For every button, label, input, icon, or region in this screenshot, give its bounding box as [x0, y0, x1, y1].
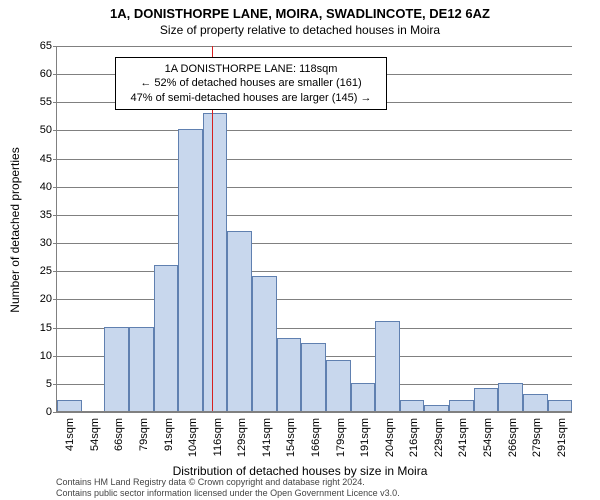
y-tick: 55 [12, 96, 52, 108]
y-tick: 20 [12, 293, 52, 305]
bar [375, 321, 400, 411]
y-tick: 50 [12, 124, 52, 136]
info-box: 1A DONISTHORPE LANE: 118sqm ← 52% of det… [115, 57, 387, 110]
bar [548, 400, 573, 411]
x-tick: 54sqm [89, 418, 101, 451]
x-tick: 79sqm [138, 418, 150, 451]
x-tick: 66sqm [113, 418, 125, 451]
bar [424, 405, 449, 411]
x-tick: 279sqm [531, 418, 543, 457]
x-tick: 91sqm [163, 418, 175, 451]
x-tick: 204sqm [384, 418, 396, 457]
bar [351, 383, 376, 411]
bar [277, 338, 302, 411]
info-line-2: ← 52% of detached houses are smaller (16… [122, 76, 380, 90]
y-axis-label: Number of detached properties [8, 147, 22, 312]
chart-subtitle: Size of property relative to detached ho… [0, 21, 600, 37]
bar [57, 400, 82, 411]
x-tick: 129sqm [236, 418, 248, 457]
copyright-line-2: Contains public sector information licen… [56, 488, 400, 499]
y-tick: 0 [12, 406, 52, 418]
copyright-line-1: Contains HM Land Registry data © Crown c… [56, 477, 400, 488]
bar [523, 394, 548, 411]
bar [104, 327, 129, 411]
bar [498, 383, 523, 411]
bar [178, 129, 203, 411]
x-tick: 229sqm [433, 418, 445, 457]
x-tick: 141sqm [261, 418, 273, 457]
y-tick: 15 [12, 322, 52, 334]
info-line-1: 1A DONISTHORPE LANE: 118sqm [122, 62, 380, 76]
x-tick: 254sqm [482, 418, 494, 457]
y-tick: 30 [12, 237, 52, 249]
chart-title: 1A, DONISTHORPE LANE, MOIRA, SWADLINCOTE… [0, 0, 600, 21]
y-tick: 5 [12, 378, 52, 390]
gridline [57, 412, 572, 413]
bar [400, 400, 425, 411]
x-tick: 41sqm [64, 418, 76, 451]
bar [154, 265, 179, 411]
bar [449, 400, 474, 411]
x-tick: 179sqm [335, 418, 347, 457]
bar [203, 113, 228, 411]
bar [474, 388, 499, 411]
bar [326, 360, 351, 411]
y-tick: 60 [12, 68, 52, 80]
y-tick: 10 [12, 350, 52, 362]
x-tick: 104sqm [187, 418, 199, 457]
copyright-notice: Contains HM Land Registry data © Crown c… [56, 477, 400, 499]
y-tick: 35 [12, 209, 52, 221]
info-line-3: 47% of semi-detached houses are larger (… [122, 91, 380, 105]
x-tick: 154sqm [285, 418, 297, 457]
bar [227, 231, 252, 411]
y-tick: 40 [12, 181, 52, 193]
x-tick: 266sqm [507, 418, 519, 457]
chart-container: 1A, DONISTHORPE LANE, MOIRA, SWADLINCOTE… [0, 0, 600, 500]
x-tick: 241sqm [457, 418, 469, 457]
x-tick: 166sqm [310, 418, 322, 457]
y-tick: 45 [12, 153, 52, 165]
x-tick: 116sqm [212, 418, 224, 456]
x-tick: 291sqm [556, 418, 568, 457]
y-tick: 25 [12, 265, 52, 277]
y-tick: 65 [12, 40, 52, 52]
x-tick: 191sqm [359, 418, 371, 457]
bar [252, 276, 277, 411]
x-tick: 216sqm [408, 418, 420, 457]
bar [129, 327, 154, 411]
x-axis-label: Distribution of detached houses by size … [0, 464, 600, 478]
bar [301, 343, 326, 411]
